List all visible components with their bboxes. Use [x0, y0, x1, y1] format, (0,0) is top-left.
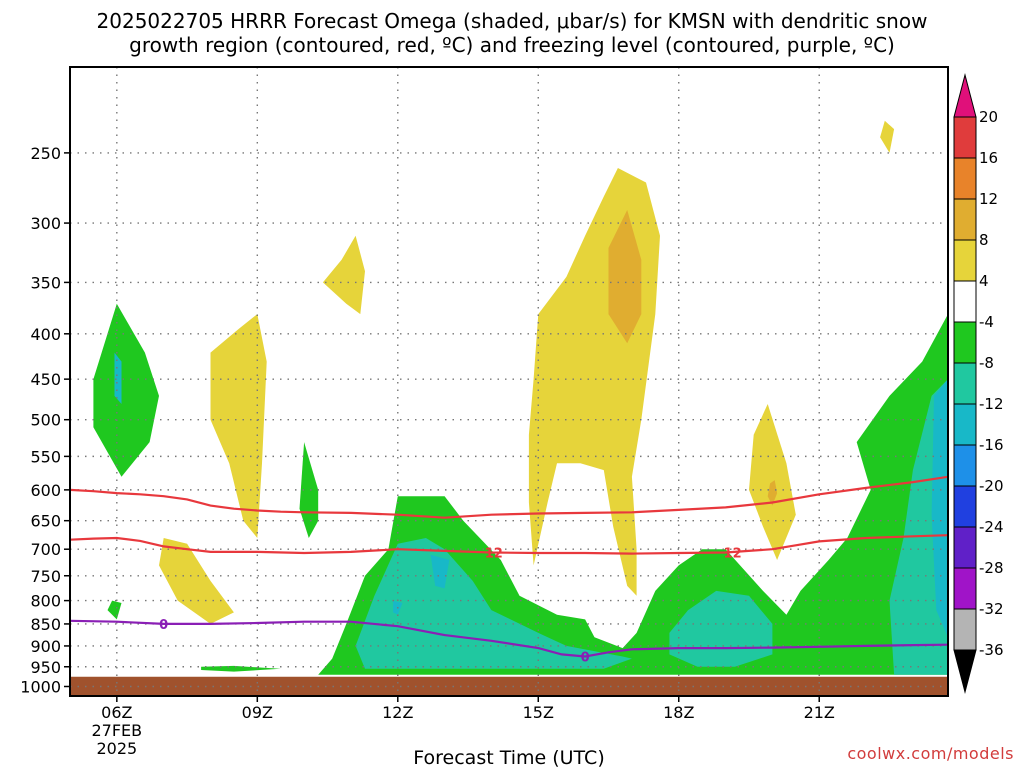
omega-shading-layer [93, 120, 948, 675]
contour-label-0: 12 [485, 546, 503, 561]
colorbar-segment [953, 526, 977, 569]
colorbar-label: -32 [979, 600, 1004, 618]
omega-region-9 [299, 442, 319, 538]
colorbar-segment [953, 608, 977, 651]
colorbar-label: 16 [979, 149, 998, 167]
colorbar-label: -20 [979, 477, 1004, 495]
y-tick-label: 550 [30, 447, 61, 466]
omega-region-19 [931, 379, 948, 638]
colorbar-segment [953, 116, 977, 159]
colorbar-label: 12 [979, 190, 998, 208]
colorbar-segment [953, 567, 977, 610]
y-tick-label: 700 [30, 540, 61, 559]
contour-line--12 [70, 475, 948, 519]
y-tick-label: 850 [30, 615, 61, 634]
contour-layer [70, 475, 948, 658]
contour-label-1: 12 [724, 546, 742, 561]
omega-region-17 [430, 554, 450, 589]
omega-region-8 [93, 303, 159, 477]
colorbar-bottom-arrow [953, 649, 977, 694]
x-tick-label: 21Z [804, 703, 835, 722]
contour-line--18 [70, 534, 948, 555]
y-tick-label: 600 [30, 481, 61, 500]
colorbar-segment [953, 321, 977, 364]
omega-region-10 [107, 600, 122, 620]
contour-label-layer: 12 12 0 0 [159, 546, 742, 665]
y-tick-label: 650 [30, 512, 61, 531]
x-tick-label: 2025 [96, 739, 137, 758]
chart-title-line-1: 2025022705 HRRR Forecast Omega (shaded, … [96, 9, 928, 33]
colorbar-label: -36 [979, 641, 1004, 659]
x-tick-label: 27FEB [91, 721, 142, 740]
colorbar-segment [953, 198, 977, 241]
colorbar-segment [953, 239, 977, 282]
colorbar-segment [953, 157, 977, 200]
y-tick-label: 450 [30, 370, 61, 389]
omega-region-2 [322, 235, 365, 315]
y-tick-label: 350 [30, 273, 61, 292]
x-axis-label: Forecast Time (UTC) [413, 747, 604, 768]
y-tick-label: 300 [30, 214, 61, 233]
colorbar-segment [953, 403, 977, 446]
y-tick-label: 250 [30, 144, 61, 163]
omega-region-6 [608, 210, 642, 344]
colorbar-label: -12 [979, 395, 1004, 413]
omega-region-13 [355, 538, 632, 669]
omega-region-3 [528, 168, 660, 596]
colorbar-segment [953, 280, 977, 323]
omega-region-7 [767, 480, 778, 506]
contour-label-2: 0 [159, 618, 168, 633]
contour-label-3: 0 [581, 650, 590, 665]
y-tick-label: 750 [30, 567, 61, 586]
colorbar-label: -28 [979, 559, 1004, 577]
colorbar-segment [953, 362, 977, 405]
omega-region-0 [159, 538, 234, 624]
y-axis: 250 300 350 400 450 500 550 600 650 700 750 800 850 9… [20, 144, 70, 696]
colorbar-label: 20 [979, 108, 998, 126]
x-tick-label: 09Z [242, 703, 273, 722]
colorbar-label: -4 [979, 313, 994, 331]
colorbar-segment [953, 485, 977, 528]
colorbar-label: 4 [979, 272, 989, 290]
colorbar-label: -24 [979, 518, 1004, 536]
x-tick-label: 12Z [382, 703, 413, 722]
y-tick-label: 400 [30, 325, 61, 344]
colorbar-label: -8 [979, 354, 994, 372]
x-tick-label: 15Z [523, 703, 554, 722]
colorbar-top-arrow [953, 73, 977, 118]
plot-frame [69, 66, 949, 697]
colorbar: 20 16 12 8 4 -4 -8 -12 -16 -20 -24 -28 -32 -36 [953, 73, 1004, 694]
chart-title-line-2: growth region (contoured, red, ºC) and f… [129, 33, 895, 57]
x-tick-label: 06Z [101, 703, 132, 722]
colorbar-label: -16 [979, 436, 1004, 454]
colorbar-segment [953, 444, 977, 487]
y-tick-label: 800 [30, 592, 61, 611]
omega-region-5 [880, 120, 895, 153]
omega-region-1 [210, 314, 267, 538]
y-tick-label: 950 [30, 658, 61, 677]
omega-region-12 [318, 314, 948, 675]
y-tick-label: 500 [30, 411, 61, 430]
omega-region-16 [114, 352, 122, 404]
contour-line-0 [70, 619, 948, 658]
ground-surface [70, 676, 948, 696]
y-tick-label: 900 [30, 637, 61, 656]
colorbar-label: 8 [979, 231, 989, 249]
y-tick-label: 1000 [20, 677, 61, 696]
credit-text: coolwx.com/models [847, 744, 1014, 763]
x-tick-label: 18Z [663, 703, 694, 722]
